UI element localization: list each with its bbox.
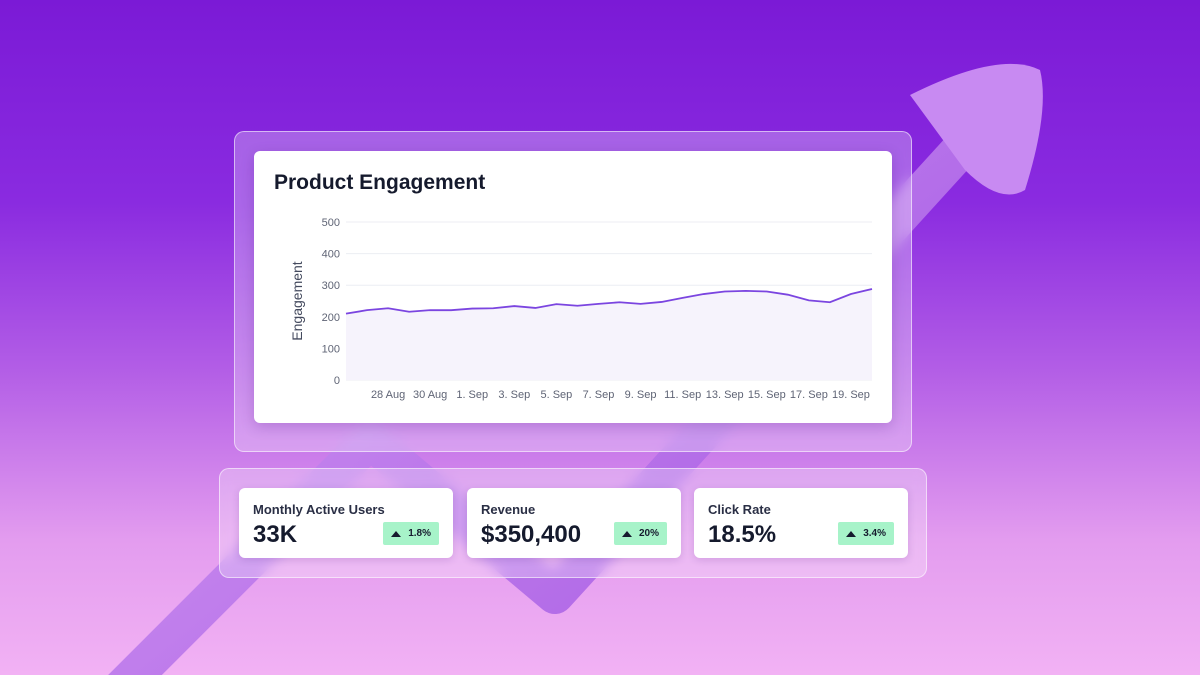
kpi-card: Revenue $350,400 20% [467,488,681,558]
y-tick-label: 500 [322,217,340,229]
kpi-label: Click Rate [708,502,771,517]
y-tick-label: 0 [334,375,340,387]
x-tick-label: 28 Aug [371,389,405,401]
chart-title: Product Engagement [274,171,486,194]
kpi-card: Monthly Active Users 33K 1.8% [239,488,453,558]
y-tick-label: 400 [322,249,340,261]
change-badge: 20% [613,522,667,545]
arrow-up-icon [846,530,857,537]
kpi-value: $350,400 [481,521,582,548]
change-value: 1.8% [408,528,431,539]
x-tick-label: 11. Sep [664,389,701,401]
x-tick-label: 19. Sep [832,389,870,401]
arrow-up-icon [391,530,402,537]
y-axis-label: Engagement [289,261,305,341]
x-tick-label: 17. Sep [790,389,828,401]
change-badge: 3.4% [838,522,894,545]
engagement-chart: 0 100 200 300 400 500 Engagement 28 Aug 30 Aug 1.… [289,217,873,401]
kpi-value: 33K [253,521,298,548]
x-tick-label: 9. Sep [625,389,657,401]
x-tick-label: 3. Sep [498,389,530,401]
y-tick-label: 100 [322,343,340,355]
x-tick-label: 15. Sep [748,389,786,401]
change-badge: 1.8% [383,522,439,545]
x-tick-label: 30 Aug [413,389,447,401]
x-tick-label: 7. Sep [583,389,615,401]
arrow-up-icon [621,530,632,537]
kpi-label: Revenue [481,502,536,517]
series-line [345,288,873,315]
kpi-value: 18.5% [708,521,777,548]
change-value: 3.4% [863,528,886,539]
chart-card: Product Engagement 0 100 200 300 400 500 Engag… [254,151,892,423]
y-tick-label: 300 [322,280,340,292]
change-value: 20% [638,528,659,539]
x-tick-label: 13. Sep [706,389,744,401]
kpi-card: Click Rate 18.5% 3.4% [694,488,908,558]
x-tick-label: 5. Sep [540,389,572,401]
kpi-label: Monthly Active Users [253,502,385,517]
area-fill [346,288,872,380]
y-tick-label: 200 [322,312,340,324]
arrow-head-icon [910,63,1043,195]
x-tick-label: 1. Sep [456,389,488,401]
